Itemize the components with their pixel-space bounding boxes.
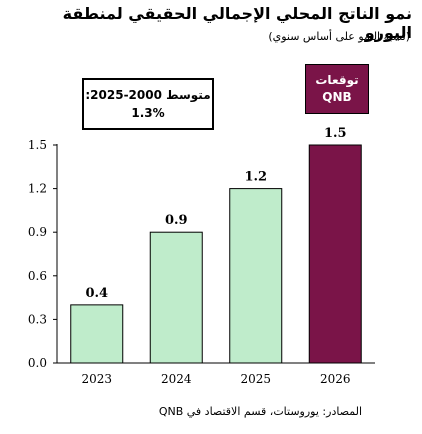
bar-value-label: 0.4 [85, 286, 108, 301]
bar [70, 304, 124, 364]
forecast-source-label: QNB [322, 90, 352, 104]
x-tick-label: 2025 [240, 372, 271, 386]
bar [308, 144, 362, 364]
x-tick-label: 2026 [320, 372, 351, 386]
y-tick-label: 0.0 [28, 356, 47, 370]
bar [149, 231, 203, 364]
bar [229, 188, 283, 364]
y-tick-label: 1.5 [28, 138, 47, 152]
chart-subtitle: (نسبة النمو على أساس سنوي) [268, 30, 410, 43]
y-tick-label: 0.6 [28, 269, 47, 283]
forecast-label: توقعات [315, 73, 359, 87]
y-tick-label: 0.3 [28, 312, 47, 326]
forecast-annotation-box: توقعات QNB [305, 64, 369, 114]
source-note: المصادر: يوروستات، قسم الاقتصاد في QNB [158, 405, 362, 418]
average-label: متوسط 2000-2025: [85, 88, 211, 102]
y-tick-label: 1.2 [28, 182, 47, 196]
bar-value-label: 0.9 [165, 213, 188, 228]
y-tick-label: 0.9 [28, 225, 47, 239]
bar-value-label: 1.5 [324, 126, 347, 141]
chart-title: نمو الناتج المحلي الإجمالي الحقيقي لمنطق… [62, 4, 412, 42]
bar-value-label: 1.2 [244, 170, 267, 185]
x-tick-label: 2023 [81, 372, 112, 386]
average-value: 1.3% [131, 106, 165, 120]
x-tick-label: 2024 [161, 372, 192, 386]
average-annotation-box: متوسط 2000-2025: 1.3% [82, 78, 214, 130]
